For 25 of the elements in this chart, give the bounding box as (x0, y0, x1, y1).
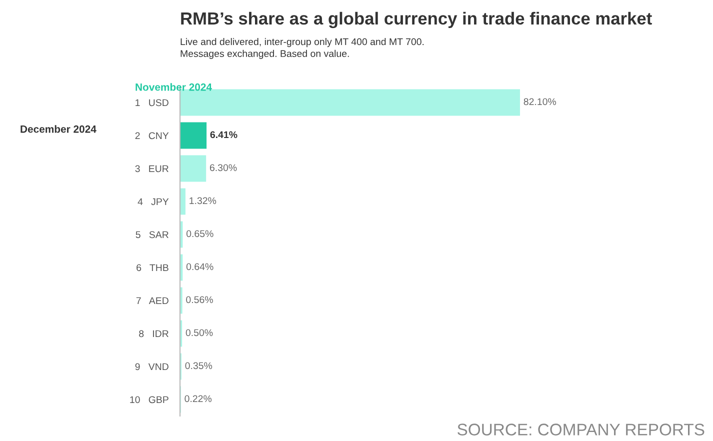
data-label: 82.10% (524, 98, 556, 106)
data-label: 0.22% (184, 395, 212, 402)
y-tick-label: 3 EUR (135, 165, 168, 172)
data-label: 0.65% (186, 230, 214, 238)
data-label: 0.35% (185, 362, 212, 370)
data-label: 6.30% (210, 164, 237, 172)
y-tick-label: 10 GBP (130, 396, 168, 404)
text: December 2024 (20, 125, 96, 133)
y-tick-label: 8 IDR (139, 330, 168, 338)
y-tick-label: 1 USD (136, 99, 168, 106)
data-label: 0.50% (186, 329, 213, 336)
data-label: 6.41% (210, 131, 238, 138)
y-tick-label: 5 SAR (136, 231, 168, 238)
source-note: SOURCE: COMPANY REPORTS (458, 424, 704, 436)
data-label: 0.64% (186, 263, 214, 270)
annotation: November 2024 (136, 83, 212, 91)
y-tick-label: 6 THB (136, 264, 168, 272)
y-tick-label: 4 JPY (138, 198, 169, 206)
chart-subtitle: Live and delivered, inter-group only MT 400 and MT 700. Messages exchanged. Based on value. (180, 38, 424, 59)
y-tick-label: 9 VND (135, 363, 168, 370)
y-tick-label: 2 CNY (135, 132, 169, 140)
data-label: 1.32% (190, 197, 216, 204)
chart-title: RMB’s share as a global currency in trade finance market (181, 12, 652, 28)
y-tick-label: 7 AED (136, 297, 168, 304)
data-label: 0.56% (186, 296, 213, 304)
